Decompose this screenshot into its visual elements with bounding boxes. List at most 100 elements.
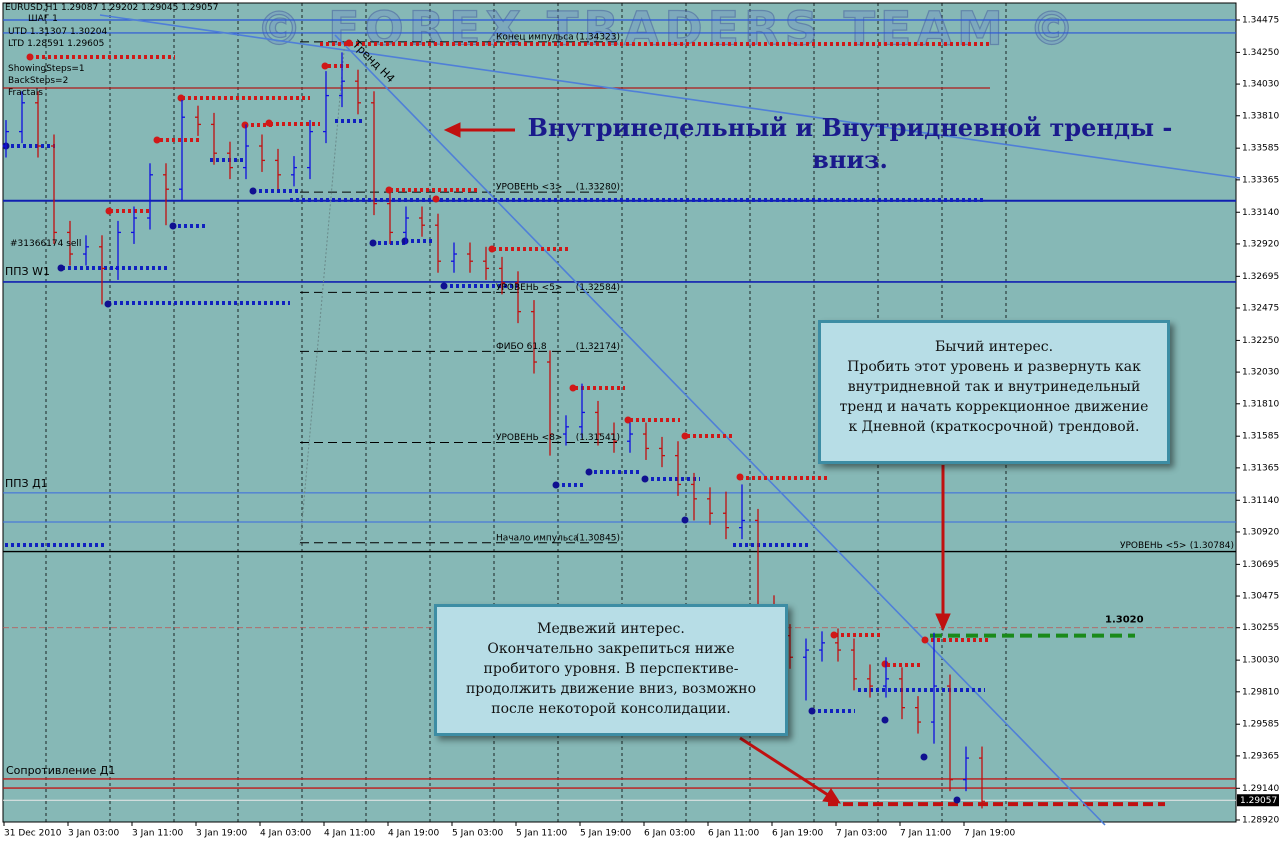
box-line: пробитого уровня. В перспективе- bbox=[483, 661, 739, 677]
header-line: BackSteps=2 bbox=[8, 76, 68, 86]
trend-line bbox=[99, 14, 1241, 179]
order-label: #31366174 sell bbox=[10, 239, 81, 249]
level-name: ФИБО 61.8 bbox=[496, 342, 547, 352]
x-tick-label: 5 Jan 03:00 bbox=[452, 829, 504, 839]
x-tick-label: 6 Jan 11:00 bbox=[708, 829, 760, 839]
headline-line: вниз. bbox=[812, 145, 888, 174]
arrow bbox=[739, 736, 829, 797]
arrow-head bbox=[935, 613, 951, 632]
x-tick-label: 31 Dec 2010 bbox=[4, 829, 62, 839]
bear-box: Медвежий интерес. Окончательно закрепить… bbox=[434, 604, 788, 736]
zone-label: Сопротивление Д1 bbox=[6, 764, 115, 777]
header-line: LTD 1.28591 1.29605 bbox=[8, 39, 104, 49]
headline-line: Внутринедельный и Внутридневной тренды - bbox=[527, 113, 1173, 142]
y-tick-label: 1.29810 bbox=[1242, 687, 1279, 697]
axes: 31 Dec 2010 3 Jan 03:00 3 Jan 11:00 3 Jan 1… bbox=[3, 15, 1279, 839]
level-value: (1.30784) bbox=[1190, 541, 1234, 551]
level-name: Конец импульса bbox=[496, 32, 574, 42]
y-tick-label: 1.32475 bbox=[1242, 304, 1279, 314]
level-value: (1.31541) bbox=[576, 433, 620, 443]
horizontal-lines bbox=[3, 19, 1236, 807]
target-label: 1.3020 bbox=[1105, 615, 1144, 626]
y-tick-label: 1.30475 bbox=[1242, 592, 1279, 602]
trend-line bbox=[334, 34, 1106, 826]
y-tick-label: 1.32030 bbox=[1242, 368, 1279, 378]
level-name: УРОВЕНЬ <8> bbox=[496, 433, 562, 443]
y-tick-label: 1.34030 bbox=[1242, 80, 1279, 90]
x-tick-label: 7 Jan 11:00 bbox=[900, 829, 952, 839]
level-value: (1.30845) bbox=[576, 533, 620, 543]
y-tick-label: 1.33365 bbox=[1242, 175, 1279, 185]
watermark: © FOREX TRADERS TEAM © bbox=[256, 2, 1080, 56]
fractal-down bbox=[2, 142, 961, 804]
x-tick-label: 5 Jan 11:00 bbox=[516, 829, 568, 839]
y-tick-label: 1.30920 bbox=[1242, 527, 1279, 537]
y-tick-label: 1.29365 bbox=[1242, 751, 1279, 761]
box-line: Окончательно закрепиться ниже bbox=[487, 641, 735, 657]
x-tick-label: 6 Jan 19:00 bbox=[772, 829, 824, 839]
x-tick-label: 3 Jan 19:00 bbox=[196, 829, 248, 839]
x-tick-label: 4 Jan 11:00 bbox=[324, 829, 376, 839]
level-labels: Конец импульса (1.34323) УРОВЕНЬ <3> (1.332… bbox=[496, 32, 1234, 625]
y-tick-label: 1.31585 bbox=[1242, 432, 1279, 442]
x-tick-label: 5 Jan 19:00 bbox=[580, 829, 632, 839]
last-price-box bbox=[1237, 794, 1279, 807]
header-line: UTD 1.31307 1.30204 bbox=[8, 27, 107, 37]
level-value: (1.32584) bbox=[576, 283, 620, 293]
level-name: УРОВЕНЬ <3> bbox=[496, 183, 562, 193]
level-value: (1.32174) bbox=[576, 342, 620, 352]
y-tick-label: 1.29140 bbox=[1242, 784, 1279, 794]
arrow-head bbox=[443, 122, 461, 138]
x-tick-label: 4 Jan 03:00 bbox=[260, 829, 312, 839]
headline: Внутринедельный и Внутридневной тренды -… bbox=[520, 112, 1180, 176]
y-tick-label: 1.33585 bbox=[1242, 144, 1279, 154]
arrows bbox=[443, 122, 951, 804]
header-line: ШАГ 1 bbox=[28, 14, 58, 24]
y-tick-label: 1.30030 bbox=[1242, 656, 1279, 666]
y-tick-label: 1.34475 bbox=[1242, 15, 1279, 25]
y-tick-label: 1.32695 bbox=[1242, 272, 1279, 282]
y-tick-label: 1.33140 bbox=[1242, 208, 1279, 218]
box-line: после некоторой консолидации. bbox=[491, 701, 731, 717]
y-tick-label: 1.31810 bbox=[1242, 399, 1279, 409]
y-tick-label: 1.31365 bbox=[1242, 463, 1279, 473]
box-line: к Дневной (краткосрочной) трендовой. bbox=[848, 419, 1140, 435]
x-tick-label: 7 Jan 19:00 bbox=[964, 829, 1016, 839]
indicator-marks bbox=[2, 14, 1241, 826]
x-tick-label: 7 Jan 03:00 bbox=[836, 829, 888, 839]
box-line: Пробить этот уровень и развернуть как bbox=[847, 359, 1141, 375]
y-tick-label: 1.33810 bbox=[1242, 111, 1279, 121]
bull-box: Бычий интерес. Пробить этот уровень и ра… bbox=[818, 320, 1170, 464]
y-tick-label: 1.28920 bbox=[1242, 815, 1279, 825]
box-line: Бычий интерес. bbox=[934, 339, 1054, 355]
zone-label: ППЗ W1 bbox=[5, 265, 50, 278]
x-tick-label: 6 Jan 03:00 bbox=[644, 829, 696, 839]
y-tick-label: 1.31140 bbox=[1242, 496, 1279, 506]
level-name: УРОВЕНЬ <5> bbox=[496, 283, 562, 293]
y-tick-label: 1.30255 bbox=[1242, 623, 1279, 633]
x-tick-label: 3 Jan 11:00 bbox=[132, 829, 184, 839]
y-tick-label: 1.30695 bbox=[1242, 560, 1279, 570]
header-line: ShowingSteps=1 bbox=[8, 64, 85, 74]
box-line: продолжить движение вниз, возможно bbox=[465, 681, 757, 697]
arrow-head bbox=[822, 788, 841, 804]
fibo-line bbox=[299, 39, 346, 546]
y-tick-label: 1.34250 bbox=[1242, 48, 1279, 58]
box-line: тренд и начать коррекционное движение bbox=[839, 399, 1149, 415]
last-price-label: 1.29057 bbox=[1240, 796, 1277, 806]
x-tick-label: 4 Jan 19:00 bbox=[388, 829, 440, 839]
level-name: УРОВЕНЬ <5> bbox=[1120, 541, 1186, 551]
candles bbox=[3, 52, 985, 809]
y-tick-label: 1.32250 bbox=[1242, 336, 1279, 346]
zone-label: ППЗ Д1 bbox=[5, 477, 48, 490]
y-tick-label: 1.29585 bbox=[1242, 720, 1279, 730]
header-line: EURUSD,H1 1.29087 1.29202 1.29045 1.2905… bbox=[5, 3, 218, 13]
x-tick-label: 3 Jan 03:00 bbox=[68, 829, 120, 839]
fractal-support bbox=[5, 119, 985, 713]
fractal-up bbox=[26, 39, 929, 668]
level-value: (1.34323) bbox=[576, 32, 620, 42]
y-tick-label: 1.32920 bbox=[1242, 239, 1279, 249]
level-value: (1.33280) bbox=[576, 183, 620, 193]
header-line: Fractals bbox=[8, 88, 43, 98]
